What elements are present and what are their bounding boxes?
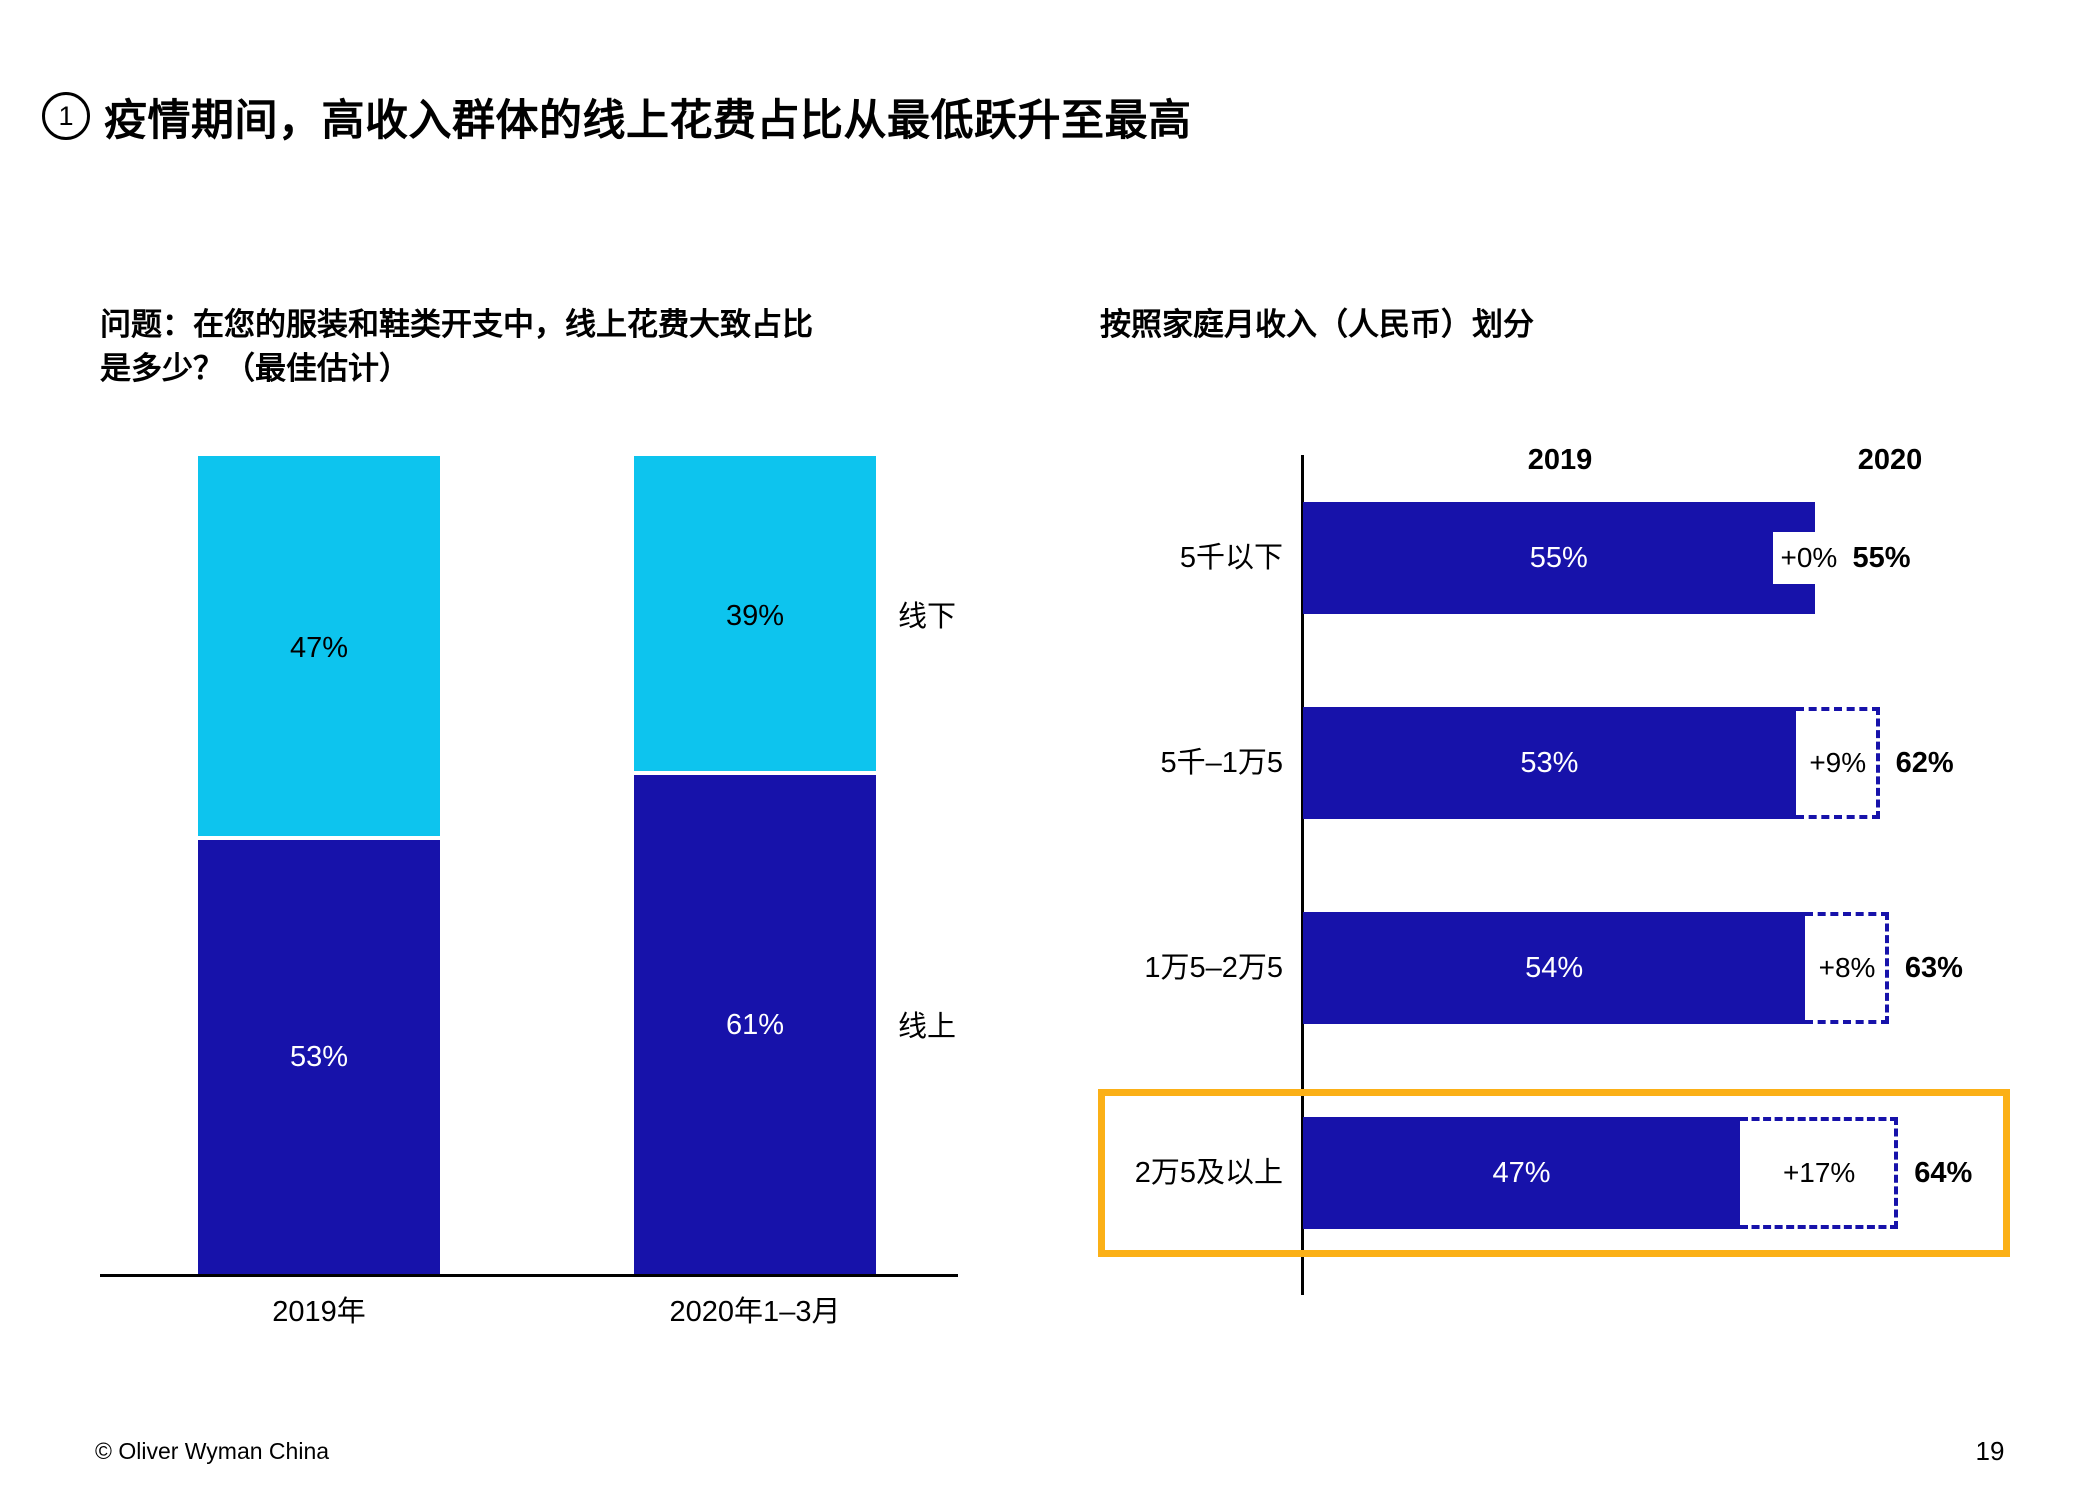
right-chart-title: 按照家庭月收入（人民币）划分	[1100, 307, 1534, 342]
segment-value-label: 53%	[289, 1041, 349, 1074]
row-category-label: 1万5–2万5	[1144, 952, 1283, 984]
copyright-text: © Oliver Wyman China	[95, 1438, 330, 1464]
series-label-offline: 线下	[898, 601, 957, 633]
growth-value-label: +17%	[1782, 1157, 1856, 1188]
bar-2019	[1303, 1117, 1741, 1229]
bar-2019-value-label: 54%	[1525, 952, 1584, 984]
bar-2020-value-label: 63%	[1904, 952, 1963, 984]
x-axis-category-label: 2019年	[272, 1296, 366, 1328]
column-header-2020: 2020	[1857, 444, 1923, 476]
bar-2019	[1303, 912, 1806, 1024]
row-category-label: 2万5及以上	[1134, 1157, 1283, 1189]
bar-2020-value-label: 64%	[1914, 1157, 1973, 1189]
page-number: 19	[1975, 1436, 2005, 1466]
stacked-segment-online	[634, 775, 876, 1274]
bar-2019	[1303, 707, 1796, 819]
x-axis-category-label: 2020年1–3月	[669, 1296, 841, 1328]
stacked-segment-offline	[198, 456, 440, 837]
row-category-label: 5千–1万5	[1160, 747, 1283, 779]
growth-value-label: +8%	[1818, 952, 1876, 983]
stacked-segment-offline	[634, 456, 876, 772]
segment-value-label: 61%	[725, 1008, 785, 1041]
growth-value-label-boxed: +0%	[1772, 532, 1846, 584]
column-header-2019: 2019	[1527, 444, 1593, 476]
bar-2020-value-label: 62%	[1895, 747, 1954, 779]
bar-2019-value-label: 47%	[1492, 1157, 1551, 1189]
section-number-badge: 1	[42, 92, 90, 140]
growth-dashed-box	[1740, 1117, 1899, 1229]
segment-value-label: 47%	[289, 632, 349, 665]
right-chart-y-axis-line	[1301, 455, 1304, 1295]
series-label-online: 线上	[898, 1011, 957, 1043]
left-chart-question: 问题：在您的服装和鞋类开支中，线上花费大致占比 是多少？（最佳估计）	[100, 307, 813, 386]
growth-dashed-box	[1805, 912, 1889, 1024]
bar-2019-value-label: 53%	[1520, 747, 1579, 779]
row-category-label: 5千以下	[1179, 542, 1283, 574]
left-chart-x-axis-line	[100, 1274, 958, 1277]
stacked-segment-online	[198, 840, 440, 1274]
growth-dashed-box	[1795, 707, 1880, 819]
growth-value-label: +9%	[1809, 747, 1867, 778]
slide-title: 疫情期间，高收入群体的线上花费占比从最低跃升至最高	[104, 97, 1192, 145]
highlight-box	[1098, 1089, 2010, 1257]
bar-2019-value-label: 55%	[1529, 542, 1588, 574]
bar-2020-value-label: 55%	[1852, 542, 1911, 574]
bar-2019	[1303, 502, 1815, 614]
segment-value-label: 39%	[725, 599, 785, 632]
